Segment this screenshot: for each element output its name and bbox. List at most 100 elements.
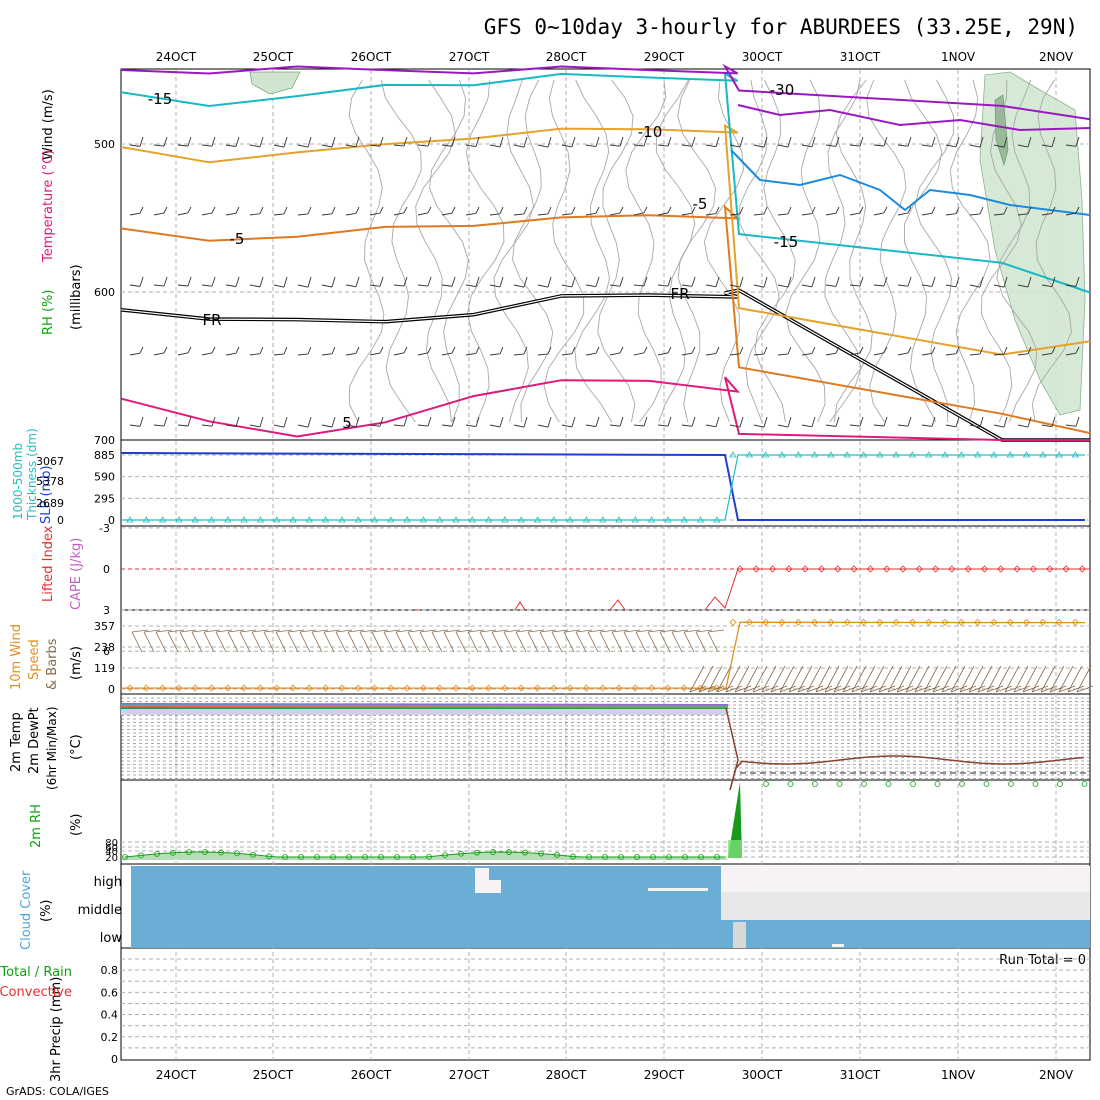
rh2m-marker <box>698 854 704 860</box>
wind10-barb <box>905 665 923 693</box>
upper-wind-barb <box>345 416 360 428</box>
wind10-barb <box>788 665 806 693</box>
wind10-marker <box>941 618 949 626</box>
upper-wind-barb <box>441 276 456 287</box>
upper-wind-barb <box>993 416 1008 428</box>
upper-wind-barb <box>753 416 768 428</box>
cloud-gap <box>475 880 501 893</box>
wind10-marker <box>892 618 900 626</box>
wind10-marker <box>387 684 395 692</box>
wind10-marker <box>142 684 150 692</box>
thickness-marker <box>370 516 379 523</box>
thickness-marker <box>501 516 509 523</box>
upper-wind-barb <box>681 276 696 287</box>
upper-wind-barb <box>585 136 600 147</box>
upper-wind-barb <box>1041 416 1056 428</box>
rh-shade-region <box>979 71 1086 416</box>
rh-contour <box>1031 79 1072 423</box>
wind10-tick-label: 357 <box>94 620 115 633</box>
upper-wind-barb <box>345 206 360 216</box>
upper-wind-barb <box>849 276 864 287</box>
upper-wind-barb <box>633 206 648 216</box>
rh2m-marker <box>234 850 240 857</box>
upper-wind-barb <box>873 206 888 216</box>
thickness-marker <box>1071 451 1080 458</box>
upper-wind-barb <box>537 346 552 356</box>
upper-wind-barb <box>753 206 768 216</box>
rh-contour <box>903 79 943 423</box>
upper-wind-barb <box>633 276 648 287</box>
upper-wind-barb <box>801 276 816 288</box>
upper-wind-barb <box>705 416 720 428</box>
thickness-marker <box>224 516 232 523</box>
wind10-barb <box>923 665 941 693</box>
rh2m-marker <box>282 854 288 860</box>
rh2m-marker <box>186 849 192 856</box>
upper-wind-barb <box>201 276 216 287</box>
contour-label: -15 <box>148 90 173 108</box>
wind10-marker <box>811 618 819 626</box>
upper-wind-barb <box>225 416 240 427</box>
upper-wind-barb <box>753 276 768 288</box>
rh2m-marker <box>426 853 432 860</box>
wind10-barb <box>227 629 245 653</box>
thickness-marker <box>859 451 868 458</box>
upper-wind-barb <box>825 416 840 427</box>
rh2m-marker <box>458 850 464 857</box>
upper-wind-barb <box>537 136 552 148</box>
upper-wind-barb <box>897 346 912 356</box>
upper-wind-barb <box>417 276 432 287</box>
wind10-marker <box>305 684 313 692</box>
upper-wind-barb <box>873 416 888 427</box>
wind10-barb <box>842 665 860 693</box>
upper-wind-barb <box>1065 346 1080 356</box>
temp-minus30-contour <box>120 63 1091 121</box>
upper-wind-barb <box>969 206 984 216</box>
upper-wind-barb <box>345 136 360 148</box>
cloud-low-block <box>721 920 1090 948</box>
wind10-barb <box>359 629 377 653</box>
precip-tick-label: 0.8 <box>101 964 119 977</box>
wind10-barb <box>287 629 305 653</box>
rh2m-marker <box>394 854 400 860</box>
upper-wind-barb <box>345 346 360 356</box>
rh-shade-region <box>249 71 301 95</box>
wind10-barb <box>407 629 425 653</box>
upper-wind-barb <box>945 206 960 216</box>
upper-wind-barb <box>441 206 456 216</box>
wind10-barb <box>167 629 185 653</box>
upper-wind-barb <box>129 276 144 287</box>
wind10-marker <box>370 684 379 692</box>
thickness-marker <box>142 516 151 523</box>
wind10-barb <box>1076 665 1094 693</box>
ylabel-lifted-index: Lifted Index <box>41 525 56 602</box>
upper-wind-barb <box>369 416 384 427</box>
cloud-gap <box>733 922 746 948</box>
upper-wind-barb <box>585 416 600 427</box>
rh-contour <box>597 79 636 423</box>
wind10-barb <box>932 665 950 693</box>
top-time-label: 30OCT <box>742 50 783 64</box>
rh2m-marker <box>983 781 990 787</box>
freezing-level-line <box>120 288 1090 442</box>
thickness-marker <box>631 516 640 523</box>
thickness-marker <box>403 516 411 523</box>
rh-contour <box>465 79 505 423</box>
thickness-line <box>121 454 1085 521</box>
thickness-marker <box>664 516 672 523</box>
wind10-barb <box>752 665 770 693</box>
rh2m-marker <box>836 781 843 787</box>
wind10-marker <box>908 618 916 626</box>
cloud-gap <box>648 888 708 891</box>
upper-wind-barb <box>825 206 840 216</box>
upper-wind-barb <box>657 136 672 147</box>
wind10-barb <box>695 629 713 653</box>
wind10-barb <box>383 629 401 653</box>
ylabel-cloud-2: (%) <box>39 900 54 923</box>
upper-wind-barb <box>585 276 600 287</box>
thickness-marker <box>713 516 721 523</box>
bottom-time-label: 1NOV <box>941 1068 976 1082</box>
rh2m-marker <box>650 854 656 860</box>
thickness-marker <box>1039 451 1047 458</box>
upper-wind-barb <box>897 416 912 427</box>
